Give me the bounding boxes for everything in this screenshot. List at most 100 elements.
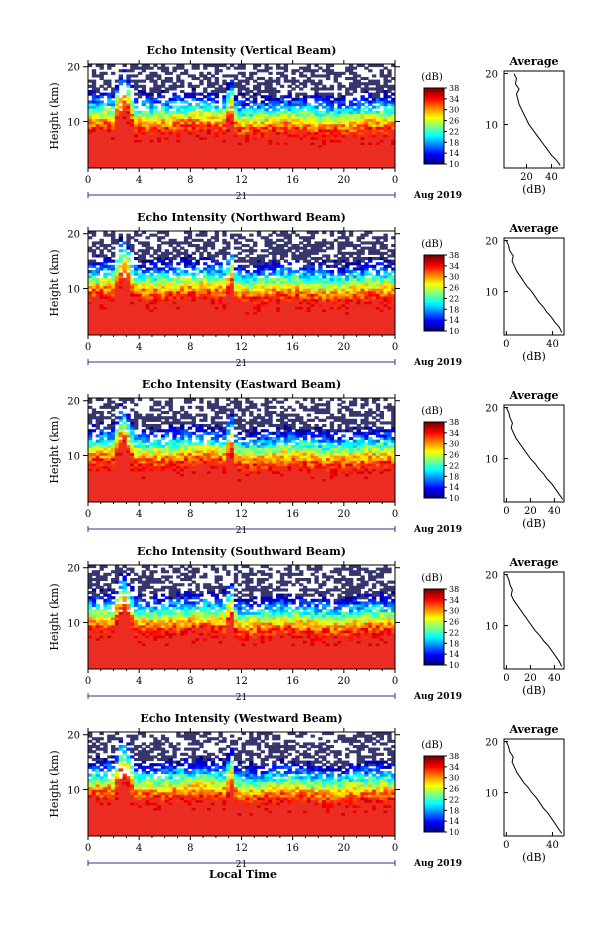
heatmap-cell — [146, 93, 150, 96]
heatmap-cell — [242, 72, 246, 75]
heatmap-cell — [149, 247, 153, 250]
heatmap-cell — [299, 72, 303, 75]
heatmap-cell — [107, 249, 111, 252]
colorbar-tick-label: 38 — [449, 84, 459, 93]
heatmap-cell — [111, 72, 115, 75]
heatmap-cell — [218, 69, 222, 72]
heatmap-cell — [218, 249, 222, 252]
heatmap-cell — [234, 254, 238, 257]
heatmap-cell — [230, 111, 234, 114]
heatmap-cell — [96, 267, 100, 270]
heatmap-cell — [157, 244, 161, 247]
heatmap-cell — [249, 257, 253, 260]
heatmap-cell — [330, 85, 334, 88]
heatmap-cell — [192, 257, 196, 260]
heatmap-cell — [195, 278, 199, 281]
heatmap-cell — [199, 252, 203, 255]
heatmap-cell — [130, 100, 134, 103]
heatmap-cell — [165, 270, 169, 273]
heatmap-cell — [303, 244, 307, 247]
heatmap-cell — [345, 257, 349, 260]
heatmap-cell — [280, 106, 284, 109]
heatmap-cell — [330, 93, 334, 96]
heatmap-cell — [169, 111, 173, 114]
heatmap-cell — [330, 241, 334, 244]
heatmap-cell — [272, 247, 276, 250]
heatmap-cell — [153, 106, 157, 109]
heatmap-cell — [172, 254, 176, 257]
heatmap-cell — [314, 257, 318, 260]
heatmap-cell — [341, 278, 345, 281]
heatmap-cell — [261, 236, 265, 239]
heatmap-cell — [207, 93, 211, 96]
heatmap-cell — [88, 90, 92, 93]
heatmap-cell — [238, 265, 242, 268]
heatmap-cell — [245, 249, 249, 252]
heatmap-cell — [123, 254, 127, 257]
heatmap-cell — [322, 260, 326, 263]
heatmap-cell — [230, 254, 234, 257]
heatmap-cell — [268, 111, 272, 114]
heatmap-cell — [245, 270, 249, 273]
heatmap-cell — [180, 90, 184, 93]
heatmap-cell — [192, 252, 196, 255]
heatmap-cell — [291, 244, 295, 247]
heatmap-cell — [372, 80, 376, 83]
heatmap-cell — [192, 239, 196, 242]
heatmap-cell — [268, 273, 272, 276]
heatmap-cell — [314, 82, 318, 85]
heatmap-cell — [123, 95, 127, 98]
heatmap-cell — [353, 108, 357, 111]
heatmap-cell — [261, 249, 265, 252]
heatmap-cell — [134, 239, 138, 242]
heatmap-cell — [353, 244, 357, 247]
heatmap-cell — [353, 275, 357, 278]
heatmap-cell — [345, 275, 349, 278]
heatmap-cell — [291, 87, 295, 90]
heatmap-cell — [218, 108, 222, 111]
heatmap-cell — [299, 273, 303, 276]
heatmap-cell — [284, 260, 288, 263]
heatmap-cell — [134, 111, 138, 114]
panel-title: Echo Intensity (Vertical Beam) — [146, 44, 336, 57]
heatmap-cell — [295, 270, 299, 273]
heatmap-cell — [207, 103, 211, 106]
heatmap-cell — [195, 111, 199, 114]
heatmap-cell — [353, 267, 357, 270]
heatmap-cell — [92, 260, 96, 263]
heatmap-cell — [265, 249, 269, 252]
heatmap-cell — [261, 90, 265, 93]
heatmap-cell — [172, 267, 176, 270]
heatmap-cell — [138, 111, 142, 114]
average-y-tick-label: 10 — [485, 121, 498, 132]
heatmap-cell — [103, 254, 107, 257]
heatmap-cell — [234, 260, 238, 263]
heatmap-cell — [318, 67, 322, 70]
heatmap-cell — [149, 273, 153, 276]
heatmap-cell — [96, 74, 100, 77]
heatmap-cell — [268, 72, 272, 75]
heatmap-cell — [107, 93, 111, 96]
colorbar-tick-label: 34 — [449, 95, 459, 104]
heatmap-cell — [387, 69, 391, 72]
heatmap-cell — [188, 273, 192, 276]
heatmap-cell — [172, 82, 176, 85]
heatmap-cell — [123, 100, 127, 103]
heatmap-cell — [326, 265, 330, 268]
y-tick-label: 10 — [67, 117, 80, 128]
heatmap-cell — [176, 267, 180, 270]
heatmap-cell — [138, 72, 142, 75]
heatmap-cell — [334, 108, 338, 111]
heatmap-cell — [207, 72, 211, 75]
heatmap-cell — [169, 72, 173, 75]
heatmap-cell — [96, 95, 100, 98]
y-axis-label: Height (km) — [48, 82, 61, 149]
heatmap-cell — [103, 87, 107, 90]
heatmap-cell — [280, 265, 284, 268]
heatmap-cell — [238, 100, 242, 103]
heatmap-cell — [100, 249, 104, 252]
heatmap-cell — [134, 278, 138, 281]
heatmap-cell — [242, 236, 246, 239]
heatmap-cell — [211, 236, 215, 239]
average-frame — [504, 71, 564, 168]
